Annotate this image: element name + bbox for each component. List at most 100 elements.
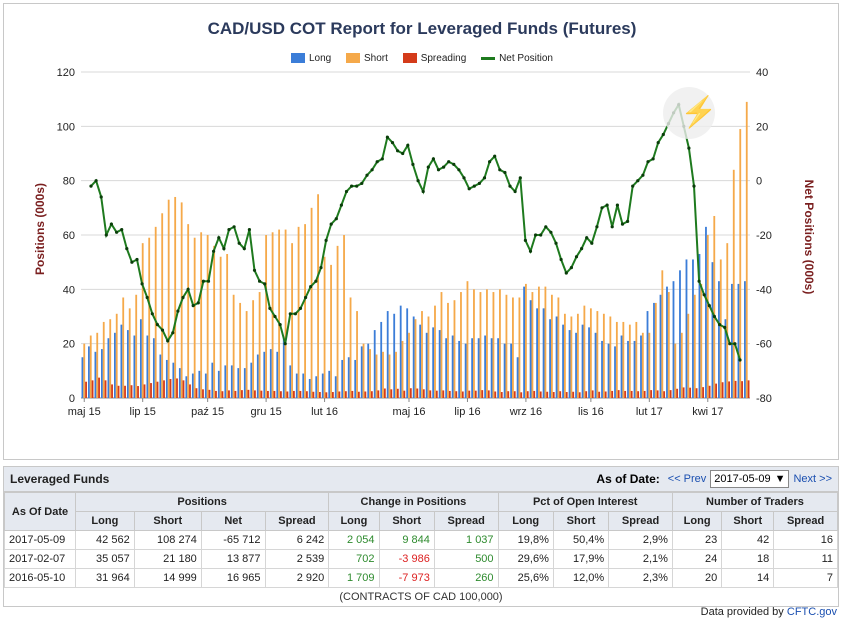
bar-short bbox=[576, 313, 579, 398]
date-select-value: 2017-05-09 bbox=[714, 473, 771, 485]
bar-short bbox=[661, 270, 664, 398]
net-position-point bbox=[222, 247, 226, 251]
bar-long bbox=[347, 357, 350, 398]
net-position-point bbox=[89, 184, 93, 188]
bar-long bbox=[276, 351, 279, 398]
subheader-long: Long bbox=[75, 511, 135, 531]
bar-spreading bbox=[156, 381, 159, 398]
prev-link[interactable]: << Prev bbox=[667, 473, 707, 485]
bar-long bbox=[165, 359, 168, 398]
legend-item-short[interactable]: Short bbox=[346, 53, 388, 64]
bar-spreading bbox=[104, 380, 107, 398]
net-position-point bbox=[288, 312, 292, 316]
bar-long bbox=[536, 308, 538, 398]
bar-long bbox=[549, 319, 551, 398]
chart-legend: Long Short Spreading Net Position bbox=[4, 53, 840, 64]
net-position-point bbox=[610, 225, 614, 229]
net-position-point bbox=[278, 323, 282, 327]
bar-spreading bbox=[611, 390, 614, 398]
header-as-of-date: As Of Date bbox=[4, 492, 76, 531]
bar-long bbox=[88, 346, 90, 398]
bar-spreading bbox=[364, 391, 367, 398]
bar-short bbox=[115, 313, 118, 398]
subheader-net: Net bbox=[200, 511, 266, 531]
bar-short bbox=[382, 351, 384, 398]
net-position-point bbox=[411, 162, 415, 166]
bar-short bbox=[258, 292, 261, 398]
bar-spreading bbox=[150, 383, 152, 398]
bar-long bbox=[107, 338, 110, 398]
net-position-point bbox=[109, 222, 113, 226]
bar-long bbox=[373, 330, 376, 398]
bar-spreading bbox=[169, 378, 172, 398]
net-position-point bbox=[733, 342, 737, 346]
bar-short bbox=[122, 297, 125, 398]
table-footnote-row: (CONTRACTS OF CAD 100,000) bbox=[5, 588, 838, 607]
x-tick-label: kwi 17 bbox=[692, 406, 723, 418]
bolt-icon: ⚡ bbox=[680, 96, 718, 129]
net-position-point bbox=[574, 255, 579, 259]
cell-tr-short: 18 bbox=[721, 549, 775, 569]
net-position-point bbox=[452, 162, 456, 166]
bar-spreading bbox=[721, 382, 724, 398]
bar-long bbox=[490, 338, 493, 398]
bar-spreading bbox=[117, 385, 120, 398]
bar-long bbox=[477, 338, 480, 398]
bar-short bbox=[395, 351, 397, 398]
bar-spreading bbox=[403, 390, 406, 398]
net-position-point bbox=[319, 266, 323, 270]
net-position-point bbox=[595, 225, 599, 229]
net-position-point bbox=[360, 181, 364, 185]
bar-long bbox=[217, 370, 220, 398]
bar-short bbox=[421, 311, 423, 398]
net-position-point bbox=[396, 149, 400, 153]
net-position-point bbox=[631, 184, 635, 188]
net-position-point bbox=[564, 271, 568, 275]
bar-short bbox=[460, 292, 462, 398]
bar-short bbox=[700, 283, 703, 398]
bar-long bbox=[640, 335, 642, 398]
bar-short bbox=[193, 237, 196, 398]
y-tick-label-left: 120 bbox=[57, 67, 75, 79]
credit-prefix: Data provided by bbox=[700, 606, 784, 618]
watermark-logo: ⚡ bbox=[663, 87, 718, 139]
bar-spreading bbox=[299, 390, 302, 398]
bar-long bbox=[672, 281, 675, 398]
date-select[interactable]: 2017-05-09 ▼ bbox=[710, 470, 790, 488]
net-position-point bbox=[580, 247, 584, 251]
net-position-point bbox=[472, 184, 476, 188]
as-of-label: As of Date: bbox=[596, 472, 660, 486]
bar-spreading bbox=[559, 391, 562, 398]
bar-long bbox=[341, 359, 344, 398]
legend-item-long[interactable]: Long bbox=[290, 53, 331, 64]
subheader-tr-spread: Spread bbox=[773, 511, 838, 531]
bar-long bbox=[614, 346, 616, 398]
net-position-point bbox=[503, 170, 507, 175]
bar-spreading bbox=[591, 390, 594, 398]
bar-spreading bbox=[137, 386, 139, 398]
legend-item-spreading[interactable]: Spreading bbox=[402, 53, 466, 64]
subheader-spread: Spread bbox=[264, 511, 330, 531]
net-position-point bbox=[615, 203, 620, 207]
net-position-point bbox=[166, 339, 170, 343]
next-link[interactable]: Next >> bbox=[793, 473, 832, 485]
net-position-point bbox=[125, 247, 129, 251]
bar-spreading bbox=[293, 390, 295, 398]
bar-long bbox=[328, 370, 331, 398]
cftc-link[interactable]: CFTC.gov bbox=[786, 606, 837, 618]
net-position-point bbox=[436, 168, 441, 172]
net-position-point bbox=[314, 279, 318, 283]
cell-pct-short: 12,0% bbox=[552, 568, 610, 588]
net-position-point bbox=[186, 287, 190, 291]
bar-short bbox=[648, 332, 651, 398]
net-position-point bbox=[656, 141, 660, 145]
x-tick-label: lip 15 bbox=[130, 406, 156, 418]
net-position-point bbox=[350, 184, 354, 188]
legend-item-net[interactable]: Net Position bbox=[481, 53, 553, 64]
bar-spreading bbox=[481, 390, 484, 398]
net-position-point bbox=[539, 233, 543, 237]
net-position-point bbox=[258, 279, 262, 283]
bar-spreading bbox=[182, 380, 185, 398]
net-position-point bbox=[273, 314, 277, 319]
bar-short bbox=[219, 256, 222, 398]
